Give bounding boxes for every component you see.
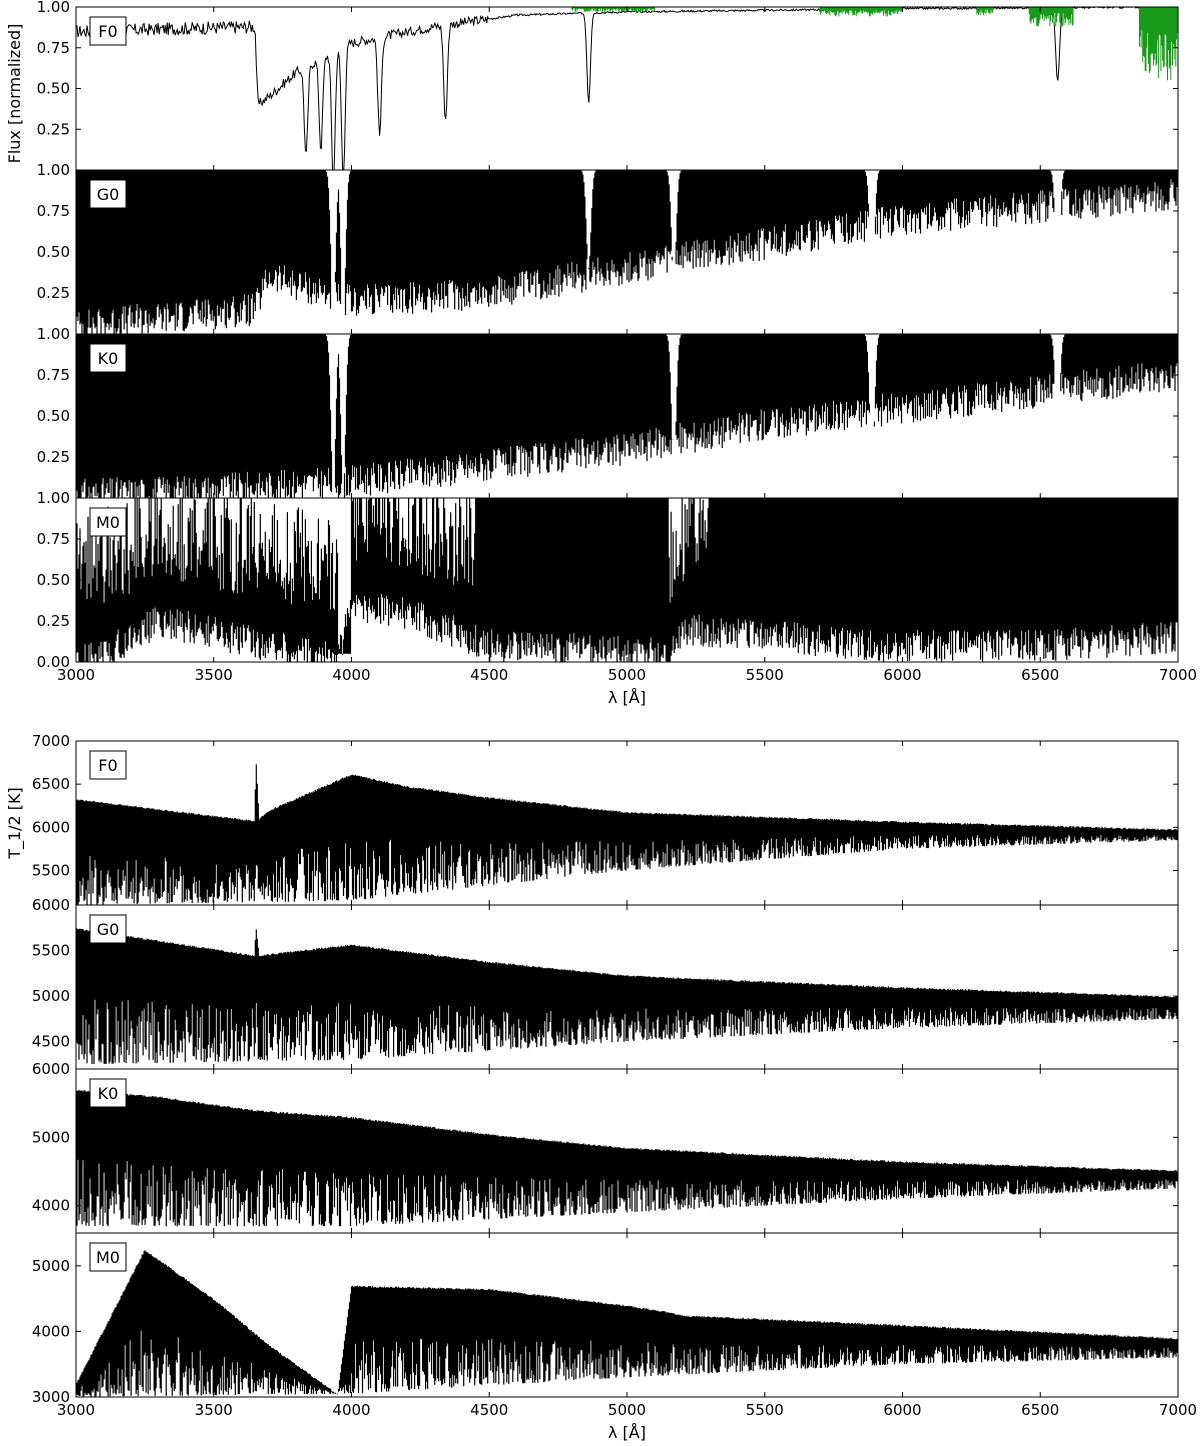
y-tick-label: 0.75 [37, 202, 70, 220]
y-tick-label: 0.25 [37, 612, 70, 630]
axes-layer: 1.00 0.75 0.50 0.25 F0 1.00 0.75 0.50 0.25 G0 1.00… [5, 0, 1197, 1442]
y-tick-label: 4000 [32, 1197, 70, 1215]
panel-label-F0: F0 [89, 750, 127, 780]
x-tick-label: 4500 [470, 1401, 508, 1419]
y-tick-label: 0.50 [37, 571, 70, 589]
panel-label-box [89, 179, 127, 209]
x-tick-label: 4000 [332, 1401, 370, 1419]
series-G0-temperature [76, 928, 1178, 1065]
panel-M0-data [76, 498, 1178, 662]
panel-label-box [89, 507, 127, 537]
panel-label-box [89, 750, 127, 780]
x-tick-label: 5000 [608, 666, 646, 684]
y-tick-label: 7000 [32, 732, 70, 750]
panel-label-F0: F0 [89, 16, 127, 46]
y-tick-label: 3000 [32, 1388, 70, 1406]
panel-F0-data [76, 7, 1178, 170]
y-axis-label: T_1/2 [K] [5, 787, 25, 860]
x-tick-label: 3500 [195, 1401, 233, 1419]
x-tick-label: 5500 [746, 666, 784, 684]
y-tick-label: 5000 [32, 1257, 70, 1275]
panel-label-text: M0 [96, 513, 120, 532]
y-tick-label: 0.25 [37, 284, 70, 302]
panel-label-text: F0 [98, 22, 117, 41]
y-tick-label: 1.00 [37, 489, 70, 507]
y-tick-label: 1.00 [37, 0, 70, 16]
panel-F0-data [76, 764, 1178, 905]
x-tick-label: 5000 [608, 1401, 646, 1419]
x-tick-label: 5500 [746, 1401, 784, 1419]
y-tick-label: 0.75 [37, 530, 70, 548]
y-tick-label: 0.00 [37, 653, 70, 671]
y-tick-label: 0.50 [37, 407, 70, 425]
panel-label-text: F0 [98, 756, 117, 775]
x-tick-label: 3000 [57, 666, 95, 684]
x-tick-label: 6000 [883, 1401, 921, 1419]
panel-K0-data [76, 334, 1178, 498]
panel-label-K0: K0 [89, 1078, 127, 1108]
panel-F0-frame [75, 6, 1179, 171]
panel-label-box [89, 343, 127, 373]
series-M0-flux [76, 498, 1178, 662]
panel-M0-data [76, 1250, 1178, 1397]
panel-label-text: K0 [98, 1084, 119, 1103]
y-tick-label: 6000 [32, 818, 70, 836]
x-axis-label: λ [Å] [608, 1423, 646, 1442]
panel-label-text: M0 [96, 1248, 120, 1267]
panel-label-text: K0 [98, 349, 119, 368]
series-G0-flux [76, 170, 1178, 334]
panel-label-K0: K0 [89, 343, 127, 373]
y-tick-label: 6000 [32, 1060, 70, 1078]
y-tick-label: 5000 [32, 1128, 70, 1146]
y-tick-label: 6500 [32, 775, 70, 793]
y-tick-label: 5500 [32, 942, 70, 960]
x-tick-label: 3500 [195, 666, 233, 684]
series-K0-temperature [76, 1090, 1178, 1227]
y-tick-label: 0.25 [37, 448, 70, 466]
x-axis-label: λ [Å] [608, 688, 646, 707]
series-F0-flux [76, 7, 1178, 170]
panel-label-G0: G0 [89, 914, 127, 944]
y-tick-label: 1.00 [37, 161, 70, 179]
series-F0-temperature [76, 764, 1178, 905]
x-tick-label: 4000 [332, 666, 370, 684]
panel-K0-data [76, 1090, 1178, 1227]
y-tick-label: 5000 [32, 987, 70, 1005]
panel-label-box [89, 16, 127, 46]
x-tick-label: 3000 [57, 1401, 95, 1419]
x-tick-label: 6500 [1021, 1401, 1059, 1419]
panel-label-M0: M0 [89, 507, 127, 537]
y-tick-label: 0.75 [37, 39, 70, 57]
y-axis-label: Flux [normalized] [5, 24, 24, 164]
series-K0-flux [76, 334, 1178, 498]
x-tick-label: 6000 [883, 666, 921, 684]
x-tick-label: 4500 [470, 666, 508, 684]
series-M0-temperature [76, 1250, 1178, 1397]
y-tick-label: 0.50 [37, 80, 70, 98]
panel-label-text: G0 [97, 185, 120, 204]
panel-G0-data [76, 928, 1178, 1065]
data-layer [76, 7, 1178, 1397]
panel-label-M0: M0 [89, 1242, 127, 1272]
y-tick-label: 4500 [32, 1033, 70, 1051]
panel-label-box [89, 914, 127, 944]
x-tick-label: 7000 [1159, 666, 1197, 684]
y-tick-label: 1.00 [37, 325, 70, 343]
panel-label-G0: G0 [89, 179, 127, 209]
panel-label-box [89, 1078, 127, 1108]
y-tick-label: 4000 [32, 1322, 70, 1340]
y-tick-label: 6000 [32, 896, 70, 914]
series-telluric-absorption [571, 7, 1178, 81]
x-tick-label: 6500 [1021, 666, 1059, 684]
y-tick-label: 0.75 [37, 366, 70, 384]
panel-label-box [89, 1242, 127, 1272]
y-tick-label: 5500 [32, 861, 70, 879]
x-tick-label: 7000 [1159, 1401, 1197, 1419]
y-tick-label: 0.50 [37, 243, 70, 261]
panel-label-text: G0 [97, 920, 120, 939]
y-tick-label: 0.25 [37, 120, 70, 138]
panel-G0-data [76, 170, 1178, 334]
